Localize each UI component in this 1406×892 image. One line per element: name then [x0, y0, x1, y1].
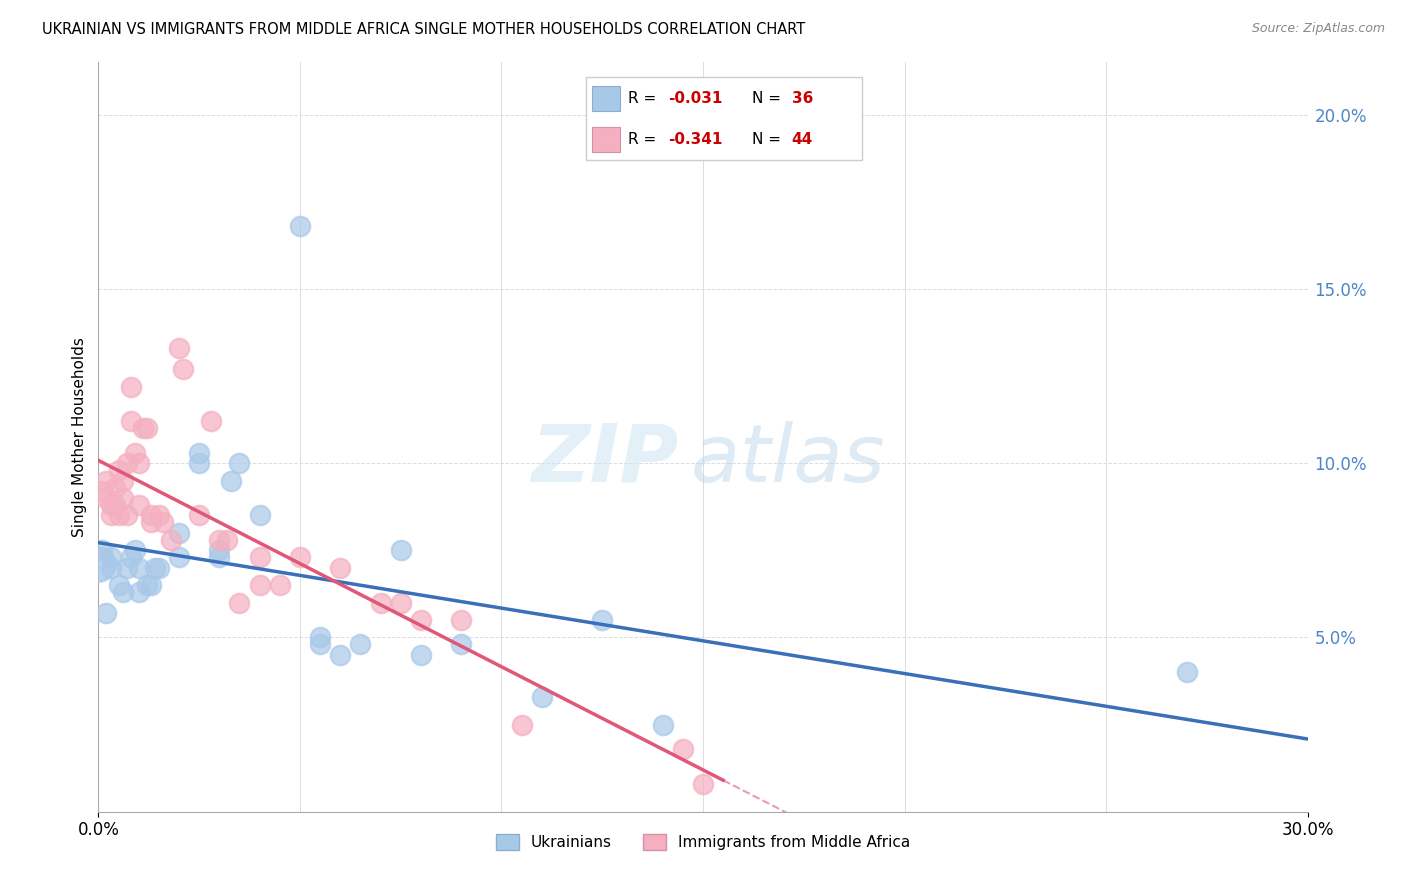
Point: [96, 606, 118, 620]
Point: [530, 690, 553, 704]
Point: [450, 613, 472, 627]
Text: -0.031: -0.031: [668, 91, 723, 106]
Point: [221, 474, 243, 488]
Point: [172, 362, 194, 376]
Point: [188, 446, 211, 460]
Point: [167, 525, 190, 540]
Point: [135, 578, 157, 592]
Point: [100, 561, 122, 575]
Point: [672, 742, 695, 756]
Point: [200, 414, 222, 428]
Point: [103, 498, 125, 512]
Point: [143, 561, 166, 575]
Point: [100, 498, 122, 512]
Point: [269, 578, 291, 592]
Point: [115, 508, 138, 523]
Point: [96, 491, 118, 505]
Point: [100, 550, 122, 565]
Point: [309, 637, 332, 651]
Point: [128, 498, 150, 512]
Point: [249, 578, 271, 592]
Point: [120, 379, 142, 393]
Point: [692, 777, 714, 791]
Point: [139, 578, 162, 592]
Point: [160, 533, 183, 547]
Point: [139, 516, 162, 530]
Point: [188, 508, 211, 523]
Point: [148, 561, 170, 575]
Point: [124, 446, 146, 460]
Point: [208, 550, 231, 565]
Point: [139, 508, 162, 523]
Point: [152, 516, 174, 530]
Bar: [592, 86, 620, 112]
Point: [128, 456, 150, 470]
Point: [510, 717, 533, 731]
Point: [115, 456, 138, 470]
Point: [111, 491, 134, 505]
Point: [124, 543, 146, 558]
Point: [111, 474, 134, 488]
Point: [87, 558, 110, 572]
Point: [651, 717, 673, 731]
Y-axis label: Single Mother Households: Single Mother Households: [72, 337, 87, 537]
Text: N =: N =: [752, 91, 786, 106]
Text: UKRAINIAN VS IMMIGRANTS FROM MIDDLE AFRICA SINGLE MOTHER HOUSEHOLDS CORRELATION : UKRAINIAN VS IMMIGRANTS FROM MIDDLE AFRI…: [42, 22, 806, 37]
Point: [249, 508, 271, 523]
Point: [120, 414, 142, 428]
Point: [370, 596, 392, 610]
Point: [91, 543, 114, 558]
Point: [329, 561, 352, 575]
Text: 44: 44: [792, 132, 813, 147]
Point: [128, 561, 150, 575]
Point: [409, 613, 432, 627]
Text: R =: R =: [628, 91, 662, 106]
Point: [107, 463, 129, 477]
Point: [208, 533, 231, 547]
Point: [91, 484, 114, 499]
Point: [450, 637, 472, 651]
Text: N =: N =: [752, 132, 786, 147]
Point: [167, 550, 190, 565]
Point: [309, 631, 332, 645]
Point: [107, 578, 129, 592]
Point: [148, 508, 170, 523]
FancyBboxPatch shape: [586, 77, 862, 160]
Text: atlas: atlas: [690, 420, 886, 499]
Point: [103, 481, 125, 495]
Point: [329, 648, 352, 662]
Bar: [592, 127, 620, 152]
Point: [100, 508, 122, 523]
Point: [208, 543, 231, 558]
Point: [188, 456, 211, 470]
Point: [288, 550, 311, 565]
Point: [288, 219, 311, 234]
Point: [96, 474, 118, 488]
Point: [228, 456, 250, 470]
Point: [409, 648, 432, 662]
Legend: Ukrainians, Immigrants from Middle Africa: Ukrainians, Immigrants from Middle Afric…: [489, 829, 917, 856]
Point: [389, 596, 412, 610]
Text: -0.341: -0.341: [668, 132, 723, 147]
Point: [249, 550, 271, 565]
Point: [132, 421, 155, 435]
Text: R =: R =: [628, 132, 662, 147]
Point: [115, 561, 138, 575]
Text: 36: 36: [792, 91, 813, 106]
Point: [128, 585, 150, 599]
Point: [1175, 665, 1198, 680]
Point: [217, 533, 239, 547]
Text: ZIP: ZIP: [531, 420, 679, 499]
Text: Source: ZipAtlas.com: Source: ZipAtlas.com: [1251, 22, 1385, 36]
Point: [228, 596, 250, 610]
Point: [167, 341, 190, 355]
Point: [111, 585, 134, 599]
Point: [135, 421, 157, 435]
Point: [591, 613, 613, 627]
Point: [349, 637, 371, 651]
Point: [120, 550, 142, 565]
Point: [389, 543, 412, 558]
Point: [107, 508, 129, 523]
